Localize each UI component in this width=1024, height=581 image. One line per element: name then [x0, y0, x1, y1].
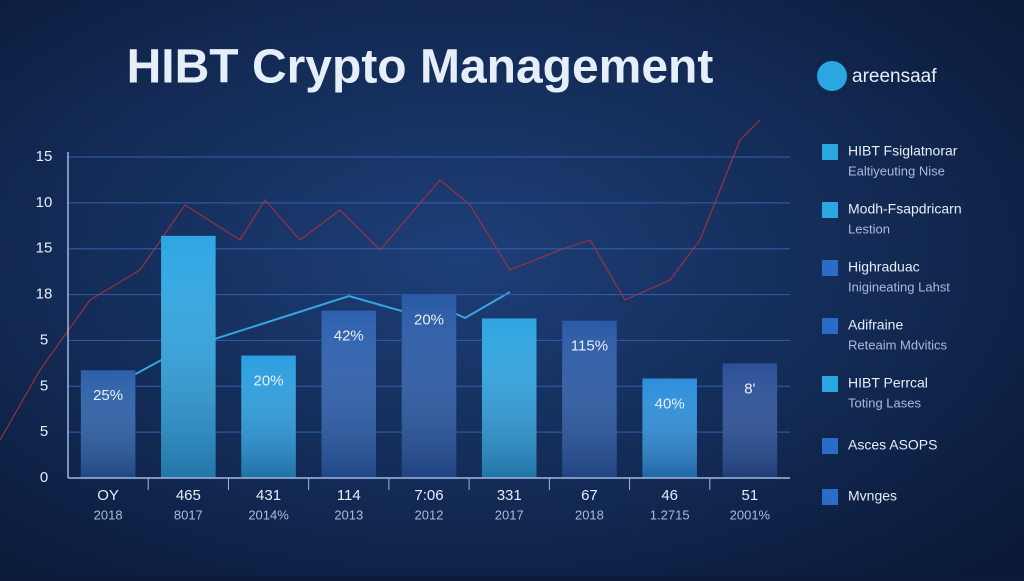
legend-sub: Inigineating Lahst [848, 279, 950, 294]
y-tick-label: 18 [36, 286, 53, 303]
bar-shade [241, 355, 296, 478]
legend-name: Adifraine [848, 317, 903, 333]
bar-shade [722, 363, 778, 478]
x-tick-label: 67 [581, 487, 598, 504]
legend-name: Asces ASOPS [848, 437, 937, 453]
bar-label: 20% [414, 312, 444, 329]
legend-swatch [822, 144, 838, 160]
bar-shade [562, 320, 617, 478]
y-tick-label: 5 [40, 377, 48, 394]
x-tick-label: 46 [661, 487, 678, 504]
legend-name: Modh-Fsapdricarn [848, 201, 962, 217]
chart-title: HIBT Crypto Management [127, 41, 714, 94]
x-tick-label: 465 [176, 487, 201, 504]
legend-sub: Toting Lases [848, 395, 921, 410]
x-tick-label: 331 [497, 487, 522, 504]
y-tick-label: 15 [36, 240, 53, 257]
y-tick-label: 5 [40, 331, 48, 348]
y-tick-label: 10 [36, 194, 53, 211]
legend-sub: Reteaim Mdvitics [848, 337, 947, 352]
x-sub-label: 2018 [575, 507, 604, 522]
bar-label: 40% [655, 395, 685, 412]
legend-sub: Ealtiyeuting Nise [848, 163, 945, 178]
bar-shade [321, 310, 377, 478]
x-tick-label: OY [97, 487, 119, 504]
legend-name: Highraduac [848, 259, 920, 275]
legend-name: HIBT Perrcal [848, 375, 928, 391]
legend-swatch [822, 438, 838, 454]
x-sub-label: 2001% [730, 507, 771, 522]
bar-label: 8' [744, 380, 755, 397]
bar-shade [161, 235, 216, 478]
legend-name: Mvnges [848, 488, 897, 504]
legend-swatch [822, 318, 838, 334]
x-sub-label: 1.2715 [650, 507, 690, 522]
x-tick-label: 114 [337, 487, 361, 504]
x-tick-label: 431 [256, 487, 281, 504]
legend-name: HIBT Fsiglatnorar [848, 143, 958, 159]
legend-swatch [822, 489, 838, 505]
legend-swatch [822, 202, 838, 218]
bar-shade [642, 378, 697, 478]
legend-swatch [822, 376, 838, 392]
bar-shade [401, 294, 457, 478]
x-sub-label: 2012 [415, 507, 444, 522]
x-tick-label: 51 [742, 487, 759, 504]
legend-sub: Lestion [848, 221, 890, 236]
legend-swatch [822, 260, 838, 276]
x-sub-label: 2017 [495, 507, 524, 522]
bar-shade [80, 370, 136, 478]
brand: areensaaf [852, 66, 937, 87]
y-tick-label: 0 [40, 469, 48, 486]
y-tick-label: 5 [40, 423, 48, 440]
bar-label: 20% [254, 373, 284, 390]
bar-label: 25% [93, 387, 123, 404]
x-sub-label: 2014% [248, 507, 289, 522]
x-sub-label: 2013 [334, 507, 363, 522]
x-tick-label: 7:06 [414, 487, 443, 504]
y-tick-label: 15 [36, 148, 53, 165]
trend-line-decor [0, 119, 761, 441]
x-sub-label: 2018 [94, 507, 123, 522]
bar-label: 42% [334, 328, 364, 345]
x-sub-label: 8017 [174, 507, 203, 522]
bar-shade [481, 318, 537, 478]
logo-icon [817, 61, 847, 91]
bar-label: 115% [571, 338, 608, 355]
